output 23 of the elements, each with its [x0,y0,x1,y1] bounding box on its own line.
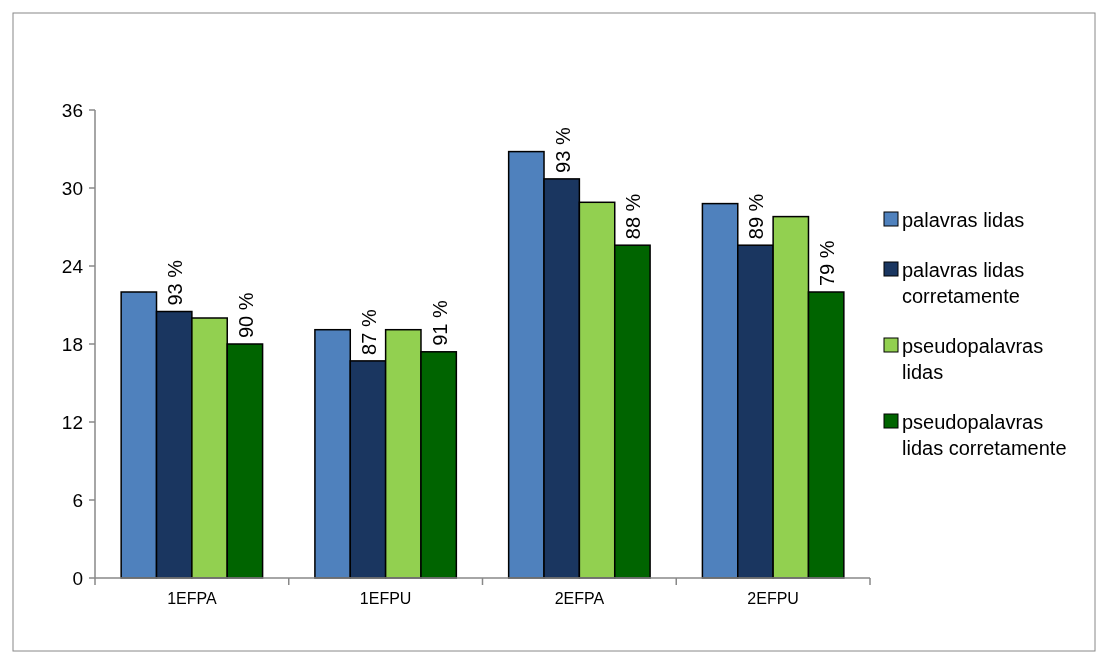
y-tick-label: 6 [72,489,83,511]
annotation: 88 % [622,193,645,240]
legend-label: palavras lidas [902,209,1025,231]
y-tick-label: 12 [61,411,83,433]
x-tick-label: 2EFPU [747,590,799,607]
annotation: 93 % [551,127,574,173]
y-tick-label: 0 [72,567,83,589]
annotation: 93 % [164,259,187,306]
x-tick-label: 1EFPU [359,590,412,607]
legend-label: pseudopalavras lidas [902,335,1044,383]
legend-label: palavras lidas corretamente [902,259,1025,307]
annotation: 90 % [234,292,257,338]
annotation: 89 % [745,193,768,240]
y-tick-label: 30 [61,177,83,199]
annotation: 87 % [357,309,380,355]
legend-label: pseudopalavras lidas corretamente [902,411,1067,459]
x-tick-label: 2EFPA [554,590,605,607]
y-tick-label: 36 [61,99,83,121]
y-tick-label: 18 [61,333,83,355]
annotation: 79 % [816,240,839,286]
annotation: 91 % [428,300,451,346]
x-tick-label: 1EFPA [167,590,217,607]
y-tick-label: 24 [61,255,84,277]
